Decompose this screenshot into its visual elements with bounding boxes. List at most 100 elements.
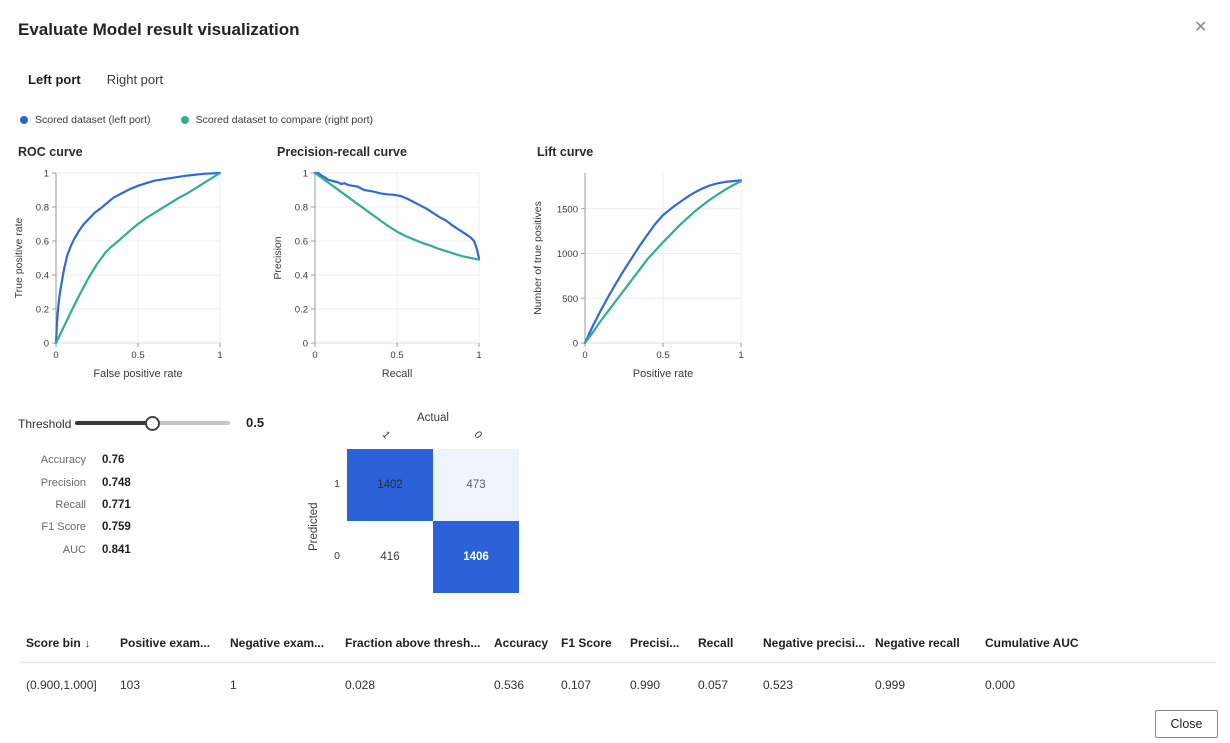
table-column-header[interactable]: Negative precisi... (757, 626, 869, 663)
svg-text:0.5: 0.5 (390, 350, 403, 361)
metric-value: 0.76 (102, 454, 125, 467)
chart-title: Precision-recall curve (277, 145, 407, 159)
metric-row: Precision 0.748 (0, 471, 131, 493)
metric-value: 0.771 (102, 498, 131, 511)
left-port-series (313, 171, 481, 260)
close-icon[interactable]: ✕ (1194, 19, 1208, 36)
metric-label: AUC (62, 543, 86, 556)
confusion-matrix-predicted-label: Predicted (308, 502, 320, 551)
x-axis-label: False positive rate (93, 368, 182, 380)
x-axis-label: Positive rate (633, 368, 694, 380)
metric-value: 0.759 (102, 521, 131, 534)
svg-text:1: 1 (476, 350, 481, 361)
svg-text:0.5: 0.5 (656, 350, 669, 361)
table-column-header[interactable]: Precisi... (624, 626, 692, 663)
sort-descending-icon: ↓ (84, 638, 91, 650)
metric-label: Recall (55, 498, 86, 511)
svg-text:0.6: 0.6 (36, 237, 49, 248)
confusion-matrix-col-label: 0 (471, 428, 485, 442)
legend-item-right-port[interactable]: Scored dataset to compare (right port) (180, 114, 373, 126)
confusion-matrix-cell-tn: 1406 (433, 521, 519, 593)
table-column-header[interactable]: Fraction above thresh... (339, 626, 488, 663)
svg-text:500: 500 (562, 294, 578, 305)
svg-text:1: 1 (303, 169, 308, 180)
table-cell: (0.900,1.000] (26, 678, 97, 692)
table-cell: 103 (120, 678, 141, 692)
confusion-matrix-col-label: 1 (379, 428, 393, 442)
table-column-header[interactable]: Cumulative AUC (979, 626, 1216, 663)
threshold-label: Threshold (18, 417, 72, 431)
metric-row: Accuracy 0.76 (0, 449, 131, 471)
svg-text:0.5: 0.5 (131, 350, 144, 361)
right-port-series (54, 171, 222, 345)
svg-text:0: 0 (44, 339, 49, 350)
metric-row: F1 Score 0.759 (0, 516, 131, 538)
svg-text:0: 0 (303, 339, 308, 350)
chart-canvas: 0 0.2 0.4 0.6 0.8 1 0 0.5 1 Precision Recall (272, 169, 482, 381)
legend-label: Scored dataset to compare (right port) (195, 114, 373, 126)
chart-title: Lift curve (537, 145, 594, 159)
table-column-header[interactable]: Score bin ↓ (20, 626, 114, 663)
score-bin-table: Score bin ↓ Positive exam... Negative exam.… (20, 626, 1216, 706)
confusion-matrix-cell-fp: 473 (433, 449, 519, 521)
chart-title: ROC curve (18, 145, 83, 159)
close-button[interactable]: Close (1155, 710, 1218, 738)
table-column-header[interactable]: Negative recall (869, 626, 979, 663)
metrics-panel: Accuracy 0.76 Precision 0.748 Recall 0.7… (0, 449, 131, 561)
page-title: Evaluate Model result visualization (18, 20, 300, 39)
svg-text:0.2: 0.2 (295, 305, 308, 316)
table-cell: 0.107 (561, 678, 592, 692)
table-column-header[interactable]: F1 Score (555, 626, 624, 663)
metric-label: Precision (40, 476, 86, 489)
svg-text:0.4: 0.4 (295, 271, 308, 282)
dataset-legend: Scored dataset (left port) Scored datase… (20, 114, 373, 126)
svg-text:0.4: 0.4 (36, 271, 49, 282)
table-cell: 0.523 (763, 678, 794, 692)
x-axis-label: Recall (382, 368, 413, 380)
confusion-matrix-cell-tp: 1402 (347, 449, 433, 521)
confusion-matrix-actual-label: Actual (417, 412, 449, 424)
y-axis-label: Precision (272, 236, 284, 279)
left-port-series (583, 179, 743, 345)
roc-curve-chart: ROC curve 0 0.2 0.4 0.6 0.8 1 0 0.5 1 True positi… (13, 145, 250, 388)
metric-row: Recall 0.771 (0, 494, 131, 516)
legend-dot-blue-icon (20, 116, 28, 124)
tab-left-port[interactable]: Left port (28, 72, 81, 87)
legend-item-left-port[interactable]: Scored dataset (left port) (20, 114, 151, 126)
metric-row: AUC 0.841 (0, 539, 131, 561)
svg-text:0.8: 0.8 (36, 203, 49, 214)
threshold-slider-handle[interactable] (145, 416, 160, 431)
chart-canvas: 0 0.2 0.4 0.6 0.8 1 0 0.5 1 True positive rate Fal… (13, 169, 223, 381)
precision-recall-chart: Precision-recall curve 0 0.2 0.4 0.6 0.8 1 0 0.… (272, 145, 509, 388)
table-column-header[interactable]: Positive exam... (114, 626, 224, 663)
svg-text:0: 0 (573, 339, 578, 350)
y-axis-label: True positive rate (13, 217, 25, 298)
tab-right-port[interactable]: Right port (106, 72, 164, 87)
legend-dot-green-icon (180, 116, 189, 124)
table-cell: 1 (230, 678, 237, 692)
confusion-matrix: 1402 473 416 1406 (347, 449, 519, 593)
confusion-matrix-row-label: 0 (334, 550, 340, 562)
port-tabs: Left port Right port (28, 72, 163, 99)
svg-text:1: 1 (217, 350, 222, 361)
table-cell: 0.028 (345, 678, 376, 692)
metric-label: Accuracy (40, 454, 86, 467)
table-column-header[interactable]: Recall (692, 626, 757, 663)
y-axis-label: Number of true positives (532, 201, 544, 315)
svg-text:0.8: 0.8 (295, 203, 308, 214)
table-cell: 0.057 (698, 678, 729, 692)
metric-label: F1 Score (41, 521, 86, 534)
table-column-header[interactable]: Negative exam... (224, 626, 339, 663)
table-cell: 0.990 (630, 678, 661, 692)
confusion-matrix-cell-fn: 416 (347, 521, 433, 593)
right-port-series (313, 171, 481, 261)
metric-value: 0.841 (102, 543, 131, 556)
left-port-series (54, 171, 222, 345)
table-column-header[interactable]: Accuracy (488, 626, 555, 663)
table-cell: 0.000 (985, 678, 1016, 692)
table-cell: 0.536 (494, 678, 525, 692)
svg-text:1: 1 (44, 169, 49, 180)
svg-text:1000: 1000 (557, 249, 578, 260)
confusion-matrix-row-label: 1 (334, 478, 340, 490)
right-port-series (583, 180, 743, 345)
